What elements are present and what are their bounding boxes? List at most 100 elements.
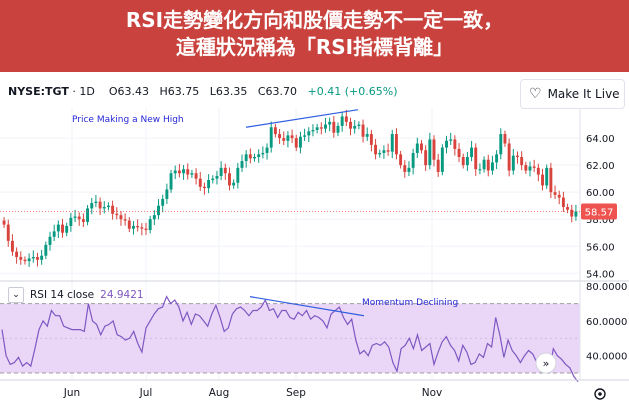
candle-body	[394, 134, 398, 155]
candle-body	[240, 161, 244, 168]
gear-icon	[594, 388, 606, 400]
candle-body	[411, 152, 415, 168]
low-value: L63.35	[209, 85, 248, 98]
candle-body	[545, 167, 549, 186]
candle-body	[173, 170, 177, 174]
candle-body	[440, 147, 444, 172]
title-banner: RSI走勢變化方向和股價走勢不一定一致， 這種狀況稱為「RSI指標背離」	[0, 0, 629, 72]
candle-body	[465, 157, 469, 166]
candle-body	[148, 219, 152, 231]
candle-body	[157, 205, 160, 216]
candle-body	[432, 139, 436, 160]
candle-body	[2, 220, 6, 225]
candle-body	[332, 121, 336, 133]
axes: 54.00 56.00 58.00 60.00 62.00 64.00 Jun Jul Aug S…	[0, 107, 629, 400]
double-chevron-right-icon	[535, 352, 557, 374]
gear-icon-hub	[598, 392, 602, 396]
candle-body	[453, 139, 457, 149]
make-it-live-label: Make It Live	[547, 87, 620, 101]
candle-body	[98, 201, 102, 209]
candle-body	[311, 129, 315, 132]
candle-body	[73, 216, 77, 218]
candle-body	[31, 257, 35, 259]
candle-body	[495, 154, 499, 163]
candle-body	[557, 194, 561, 198]
candle-body	[507, 143, 511, 171]
candle-body	[549, 167, 553, 193]
time-tick-label: Aug	[209, 387, 230, 399]
close-value: C63.70	[257, 85, 298, 98]
candle-body	[461, 157, 465, 166]
price-annotation-text: Price Making a New High	[72, 115, 184, 125]
candle-body	[344, 116, 348, 122]
rsi-tick-label: 80.0000	[586, 282, 627, 293]
time-tick-label: Jul	[139, 387, 153, 399]
candle-body	[353, 125, 357, 129]
candle-body	[257, 154, 261, 158]
symbol-header: NYSE:TGT · 1D O63.43 H63.75 L63.35 C63.7…	[8, 85, 398, 98]
double-chevron-right-glyph: »	[543, 357, 550, 370]
candle-body	[186, 169, 190, 175]
high-value: H63.75	[159, 85, 200, 98]
candle-body	[23, 259, 27, 262]
candle-body	[445, 140, 448, 148]
candle-body	[182, 169, 186, 174]
candle-body	[10, 240, 14, 252]
candle-body	[169, 173, 173, 190]
candle-body	[298, 136, 302, 148]
candle-body	[115, 213, 119, 216]
candle-body	[290, 135, 294, 139]
candle-body	[336, 125, 340, 133]
candle-body	[520, 157, 524, 166]
make-it-live-button[interactable]: ♡ Make It Live	[520, 79, 625, 109]
candle-body	[574, 211, 578, 217]
interval-label[interactable]: 1D	[79, 85, 95, 98]
candle-body	[269, 127, 273, 148]
candle-body	[490, 162, 494, 171]
candle-body	[27, 258, 31, 262]
candle-body	[399, 154, 403, 166]
candle-body	[202, 186, 206, 189]
candle-body	[536, 167, 540, 175]
candle-body	[52, 231, 56, 237]
candle-body	[111, 205, 115, 214]
candle-body	[374, 144, 378, 155]
candle-body	[244, 154, 248, 162]
candle-body	[102, 207, 106, 209]
candle-body	[36, 257, 39, 260]
candle-body	[278, 134, 282, 139]
candle-body	[378, 152, 382, 155]
symbol-label[interactable]: NYSE:TGT	[8, 85, 69, 98]
price-tick-label: 58.00	[586, 215, 615, 226]
candle-body	[294, 138, 298, 148]
candle-body	[286, 135, 290, 141]
candle-body	[474, 147, 478, 170]
price-tick-label: 60.00	[586, 188, 615, 199]
candle-body	[307, 131, 311, 136]
candle-body	[516, 155, 519, 158]
candle-body	[194, 173, 198, 179]
candle-body	[61, 224, 64, 233]
candle-body	[223, 167, 227, 174]
candle-body	[511, 155, 515, 171]
chevron-down-icon[interactable]: ⌄	[8, 287, 24, 303]
candle-body	[228, 173, 231, 186]
candle-body	[349, 121, 352, 129]
candle-body	[94, 201, 98, 203]
candle-body	[315, 127, 319, 130]
candle-body	[261, 152, 265, 155]
candle-body	[382, 150, 386, 153]
candle-body	[161, 198, 165, 206]
open-value: O63.43	[108, 85, 149, 98]
candle-body	[165, 189, 169, 199]
price-tick-label: 64.00	[586, 134, 615, 145]
price-tick-label: 54.00	[586, 269, 615, 280]
rsi-header: ⌄ RSI 14 close 24.9421	[8, 287, 144, 303]
candle-body	[211, 178, 215, 181]
candle-body	[436, 159, 440, 172]
candle-body	[127, 220, 131, 229]
candle-body	[177, 170, 181, 174]
candle-body	[457, 148, 461, 158]
rsi-tick-label: 40.0000	[586, 352, 627, 363]
